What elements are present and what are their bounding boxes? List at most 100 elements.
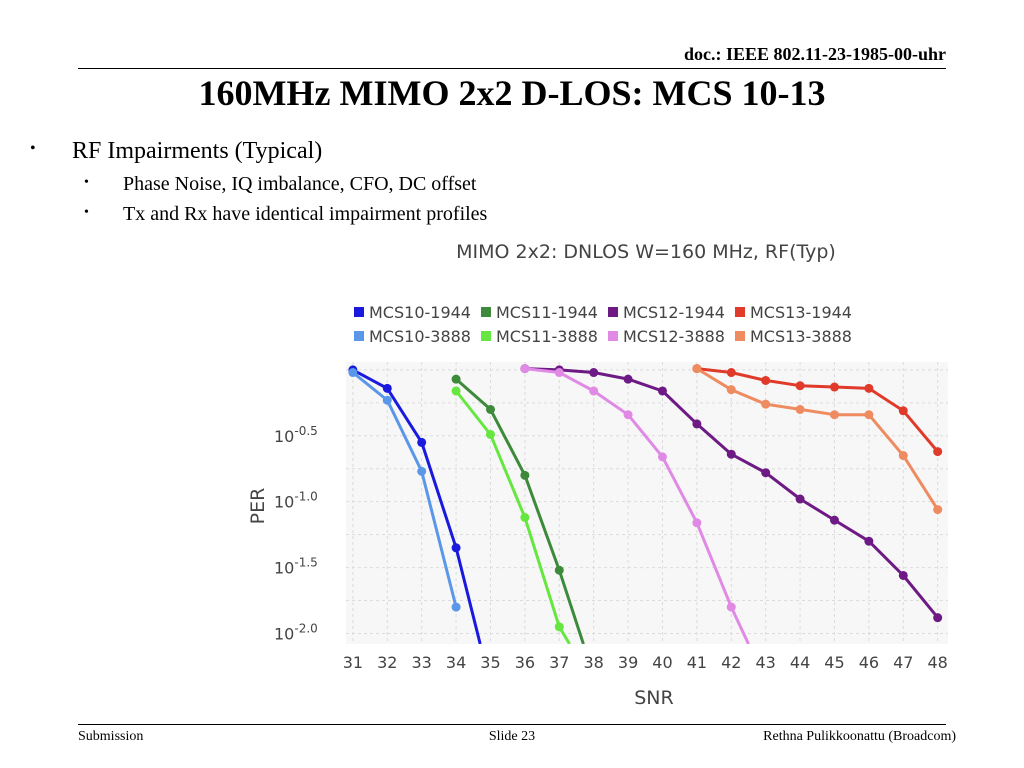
data-point	[623, 374, 633, 384]
legend-swatch	[735, 331, 745, 341]
x-tick-label: 36	[515, 653, 535, 672]
series-mcs11-3888	[451, 386, 571, 644]
data-point	[382, 395, 392, 405]
legend-swatch	[735, 307, 745, 317]
data-point	[761, 399, 771, 409]
plot-background	[346, 362, 948, 644]
data-point	[554, 368, 564, 378]
legend-label: MCS10-1944	[369, 303, 471, 322]
footer-author: Rethna Pulikkoonattu (Broadcom)	[763, 729, 956, 744]
data-point	[864, 383, 874, 393]
data-point	[451, 543, 461, 553]
legend-label: MCS12-1944	[623, 303, 725, 322]
data-point	[933, 447, 943, 457]
data-point	[726, 449, 736, 459]
footer-submission: Submission	[78, 729, 144, 744]
chart-legend: MCS10-1944 MCS11-1944 MCS12-1944 MCS13-1944…	[354, 303, 852, 346]
data-point	[520, 470, 530, 480]
data-point	[692, 518, 702, 528]
legend-item: MCS13-1944	[735, 303, 852, 322]
data-point	[417, 466, 427, 476]
data-point	[657, 452, 667, 462]
data-point	[485, 404, 495, 414]
x-tick-label: 38	[584, 653, 604, 672]
data-point	[451, 374, 461, 384]
series-line	[524, 367, 750, 644]
y-axis-label: PER	[247, 488, 269, 525]
series-group	[348, 364, 943, 644]
x-tick-label: 42	[721, 653, 741, 672]
legend-item: MCS10-3888	[354, 327, 471, 346]
data-point	[554, 565, 564, 575]
x-tick-label: 47	[893, 653, 913, 672]
legend-item: MCS13-3888	[735, 327, 852, 346]
data-point	[348, 368, 358, 378]
x-tick-label: 33	[412, 653, 432, 672]
series-line	[696, 367, 939, 511]
legend-swatch	[354, 331, 364, 341]
data-point	[657, 386, 667, 396]
data-point	[829, 515, 839, 525]
x-tick-label: 45	[824, 653, 844, 672]
series-mcs11-1944	[451, 374, 585, 644]
series-mcs13-1944	[692, 364, 943, 457]
legend-label: MCS13-1944	[750, 303, 852, 322]
data-point	[795, 381, 805, 391]
x-axis-ticks: 31 32 33 34 35 36 37 38 39 40 41 42 43 44 45 46 47 48	[343, 653, 948, 672]
legend-swatch	[481, 307, 491, 317]
data-point	[933, 505, 943, 515]
series-mcs12-3888	[520, 364, 750, 644]
data-point	[898, 570, 908, 580]
bullet-dot-icon: •	[84, 205, 89, 220]
data-point	[520, 364, 530, 374]
x-axis-label: SNR	[634, 687, 673, 709]
series-mcs13-3888	[692, 364, 943, 515]
per-chart: MIMO 2x2: DNLOS W=160 MHz, RF(Typ) MCS10…	[236, 232, 952, 710]
y-tick-label: 10-1.5	[274, 556, 318, 578]
x-tick-label: 41	[687, 653, 707, 672]
footer-slide-number: Slide 23	[488, 729, 536, 744]
data-point	[898, 406, 908, 416]
x-tick-label: 34	[446, 653, 466, 672]
data-point	[864, 410, 874, 420]
bullet-dot-icon: •	[30, 140, 36, 157]
sub-bullet-text: Tx and Rx have identical impairment prof…	[123, 203, 488, 225]
legend-item: MCS10-1944	[354, 303, 471, 322]
y-tick-label: 10-2.0	[274, 621, 318, 643]
data-point	[933, 613, 943, 623]
x-tick-label: 43	[756, 653, 776, 672]
chart-title: MIMO 2x2: DNLOS W=160 MHz, RF(Typ)	[456, 241, 836, 263]
data-point	[761, 375, 771, 385]
data-point	[520, 512, 530, 522]
data-point	[829, 382, 839, 392]
data-point	[589, 368, 599, 378]
data-point	[692, 364, 702, 374]
footer-rule	[78, 724, 946, 725]
data-point	[829, 410, 839, 420]
data-point	[417, 437, 427, 447]
data-point	[451, 386, 461, 396]
legend-item: MCS11-1944	[481, 303, 598, 322]
legend-swatch	[608, 331, 618, 341]
series-line	[351, 371, 458, 608]
y-axis-ticks: 10-0.5 10-1.0 10-1.5 10-2.0	[274, 424, 318, 644]
x-tick-label: 46	[859, 653, 879, 672]
data-point	[864, 536, 874, 546]
legend-swatch	[481, 331, 491, 341]
x-tick-label: 35	[480, 653, 500, 672]
chart-svg: MIMO 2x2: DNLOS W=160 MHz, RF(Typ) MCS10…	[247, 241, 948, 709]
legend-swatch	[354, 307, 364, 317]
legend-label: MCS12-3888	[623, 327, 725, 346]
doc-id: doc.: IEEE 802.11-23-1985-00-uhr	[683, 44, 946, 64]
data-point	[382, 383, 392, 393]
x-tick-label: 40	[652, 653, 672, 672]
data-point	[485, 429, 495, 439]
x-tick-label: 39	[618, 653, 638, 672]
data-point	[554, 622, 564, 632]
data-point	[726, 602, 736, 612]
data-point	[761, 468, 771, 478]
data-point	[795, 404, 805, 414]
data-point	[726, 368, 736, 378]
data-point	[726, 385, 736, 395]
bullet-text: RF Impairments (Typical)	[72, 138, 323, 164]
